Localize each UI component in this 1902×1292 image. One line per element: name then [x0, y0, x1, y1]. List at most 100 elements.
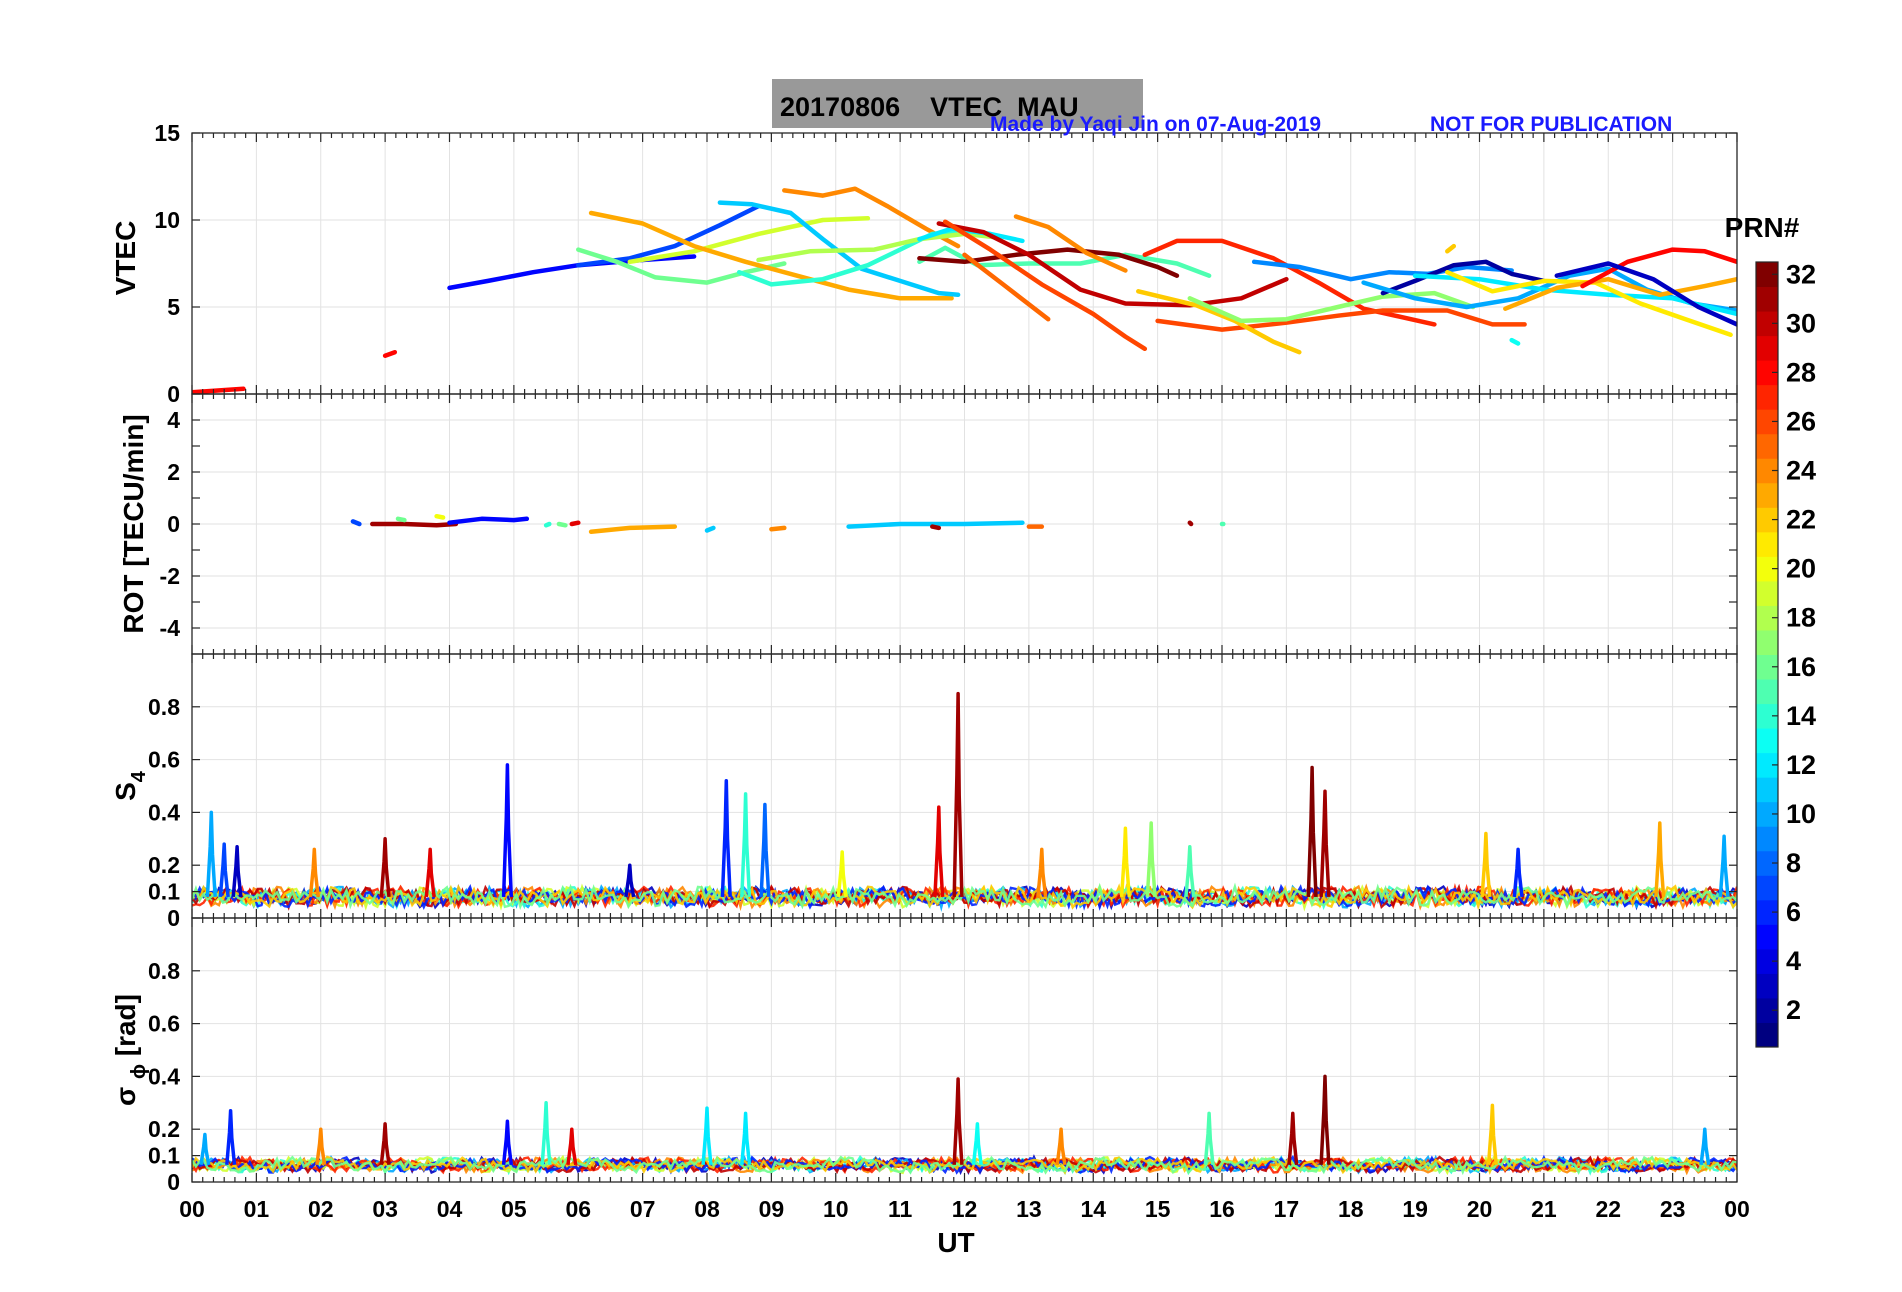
- x-tick-label: 11: [888, 1196, 913, 1222]
- panel-vtec: 0 5 10 15 VTEC: [110, 120, 1738, 407]
- panel-s4: 00.10.2 0.4 0.6 0.8 S4: [110, 653, 1738, 931]
- peak-prn-24: [315, 1127, 327, 1166]
- colorbar-swatch: [1756, 1022, 1778, 1048]
- colorbar-swatch: [1756, 605, 1778, 631]
- series-line-prn-3: [1554, 261, 1737, 327]
- series-line-prn-16: [556, 521, 568, 528]
- series-line-prn-2: [1380, 259, 1547, 296]
- colorbar-swatch: [1756, 360, 1778, 386]
- panel-rot: 4 2 0 -2 -4 ROT [TECU/min]: [118, 393, 1738, 655]
- y-tick-label: 0.2: [148, 1116, 180, 1142]
- colorbar-swatch: [1756, 703, 1778, 729]
- y-axis-label-sigma-phi: σ ϕ [rad]: [110, 994, 150, 1106]
- peak-prn-7: [218, 842, 230, 898]
- peak-prn-15: [1184, 844, 1196, 898]
- x-axis: 00 01 02 03 04 05 06 07 08 09 10 11 12 13 14 15 16 17 18 19…: [179, 1196, 1750, 1222]
- peak-prn-32: [1306, 765, 1318, 897]
- peak-prn-5: [501, 763, 514, 897]
- series-line-prn-23: [588, 524, 678, 535]
- peak-prn-24: [1036, 847, 1048, 898]
- colorbar-swatch: [1756, 752, 1778, 778]
- peak-prn-20: [836, 850, 848, 898]
- series-line-prn-26: [942, 219, 1148, 352]
- colorbar-tick-label: 26: [1786, 406, 1816, 436]
- peak-prn-6: [1512, 847, 1524, 898]
- colorbar-tick-label: 28: [1786, 357, 1816, 387]
- peak-prn-29: [424, 847, 436, 898]
- series-line-prn-24: [1013, 214, 1128, 273]
- plot-area-vtec: [192, 186, 1737, 394]
- colorbar-swatch: [1756, 286, 1778, 312]
- series-line-prn-24: [782, 186, 961, 249]
- x-tick-label: 01: [244, 1196, 270, 1222]
- colorbar-swatch: [1756, 777, 1778, 803]
- series-line-prn-7: [350, 519, 362, 527]
- colorbar-swatch: [1756, 875, 1778, 901]
- x-tick-label: 00: [179, 1196, 205, 1222]
- y-tick-label: 15: [154, 120, 180, 146]
- colorbar-swatch: [1756, 924, 1778, 950]
- colorbar-swatch: [1756, 262, 1778, 288]
- colorbar-tick-label: 6: [1786, 897, 1801, 927]
- colorbar-tick-label: 30: [1786, 308, 1816, 338]
- colorbar-label: PRN#: [1725, 212, 1800, 243]
- series-line-prn-31: [930, 524, 942, 531]
- colorbar-tick-label: 20: [1786, 554, 1816, 584]
- x-tick-label: 14: [1080, 1196, 1106, 1222]
- y-tick-label: 0.6: [148, 1011, 180, 1037]
- x-tick-label: 09: [759, 1196, 785, 1222]
- panel-sigma-phi: 00.10.2 0.4 0.6 0.8 σ ϕ [rad]: [110, 917, 1738, 1195]
- colorbar-swatch: [1756, 433, 1778, 459]
- colorbar-swatch: [1756, 997, 1778, 1023]
- colorbar-swatch: [1756, 679, 1778, 705]
- series-line-prn-16: [395, 516, 407, 523]
- y-tick-label: 10: [154, 207, 180, 233]
- peak-prn-13: [971, 1122, 983, 1166]
- colorbar-swatch: [1756, 826, 1778, 852]
- noise-band-prn-16: [192, 1154, 1737, 1176]
- series-line-prn-5: [447, 254, 697, 291]
- y-tick-label: 0: [167, 1169, 180, 1195]
- colorbar-tick-label: 32: [1786, 259, 1816, 289]
- colorbar-swatch: [1756, 850, 1778, 876]
- series-line-prn-31: [370, 521, 459, 528]
- colorbar-swatch: [1756, 556, 1778, 582]
- series-line-prn-9: [1251, 259, 1514, 282]
- peak-prn-29: [566, 1127, 578, 1166]
- peak-prn-8: [759, 802, 771, 898]
- series-line-prn-13: [1509, 337, 1521, 346]
- series-line-prn-28: [382, 349, 398, 358]
- peak-prn-31: [952, 1077, 964, 1165]
- x-tick-label: 21: [1531, 1196, 1557, 1222]
- x-tick-label: 00: [1724, 1196, 1750, 1222]
- peak-prn-32: [1319, 1074, 1331, 1165]
- colorbar-tick-label: 18: [1786, 603, 1816, 633]
- colorbar-tick-label: 14: [1786, 701, 1816, 731]
- colorbar-swatch: [1756, 458, 1778, 484]
- series-line-prn-24: [769, 525, 787, 532]
- x-tick-label: 20: [1467, 1196, 1493, 1222]
- peak-prn-10: [1718, 834, 1730, 898]
- x-tick-label: 16: [1209, 1196, 1235, 1222]
- x-tick-label: 15: [1145, 1196, 1171, 1222]
- peak-prn-22: [1480, 831, 1492, 898]
- series-line-prn-31: [1187, 520, 1194, 527]
- x-tick-label: 13: [1016, 1196, 1042, 1222]
- series-line-prn-32: [917, 247, 1180, 278]
- peak-prn-23: [1654, 821, 1666, 898]
- peak-prn-10: [199, 1132, 211, 1166]
- series-line-prn-28: [192, 386, 246, 394]
- peak-prn-31: [379, 1122, 391, 1166]
- y-tick-label: 0: [167, 905, 180, 931]
- x-tick-label: 23: [1660, 1196, 1686, 1222]
- peak-prn-14: [740, 792, 752, 897]
- y-tick-label: 0: [167, 511, 180, 537]
- series-line-prn-15: [917, 245, 1212, 278]
- title-box: [772, 79, 1143, 128]
- peak-prn-17: [1145, 821, 1157, 898]
- peak-prn-6: [225, 1108, 237, 1165]
- series-line-prn-20: [434, 513, 446, 520]
- peak-prn-31: [379, 837, 391, 898]
- colorbar-swatch: [1756, 580, 1778, 606]
